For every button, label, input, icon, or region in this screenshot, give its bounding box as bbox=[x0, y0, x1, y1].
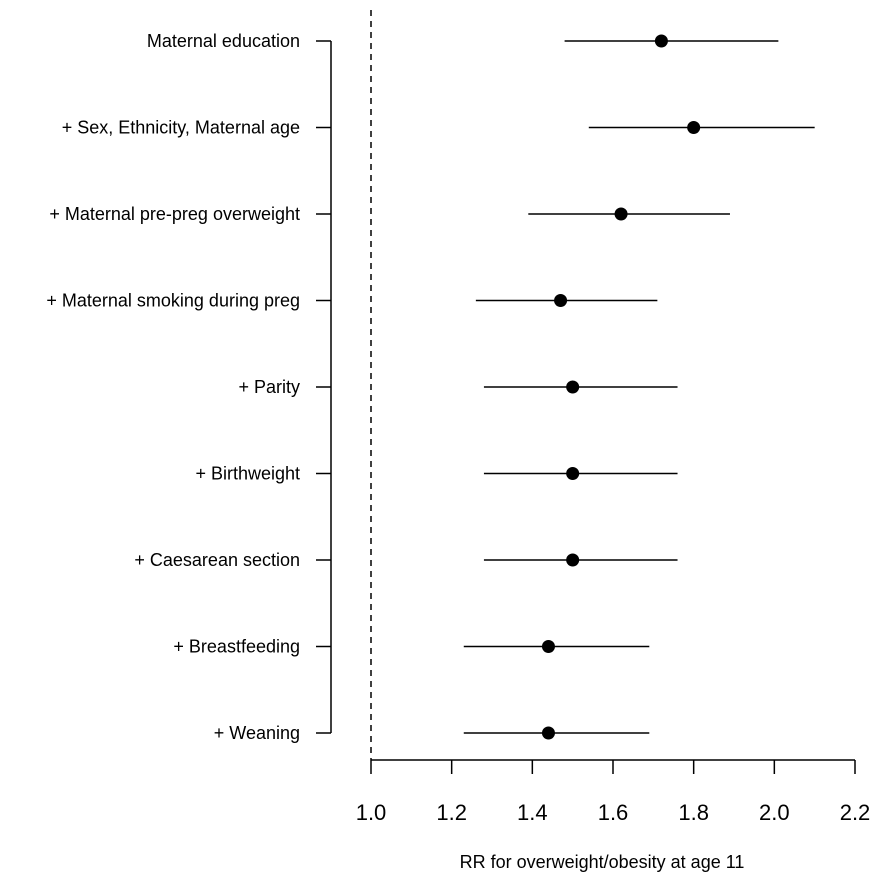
point-estimate bbox=[541, 640, 555, 653]
x-tick-label: 1.4 bbox=[517, 800, 548, 825]
row-label: + Caesarean section bbox=[134, 550, 300, 570]
x-tick-label: 2.0 bbox=[759, 800, 790, 825]
x-tick-label: 1.8 bbox=[678, 800, 709, 825]
point-estimate bbox=[554, 294, 568, 307]
x-tick-label: 2.2 bbox=[840, 800, 871, 825]
estimates-group bbox=[463, 34, 815, 740]
row-label: + Weaning bbox=[214, 723, 300, 743]
point-estimate bbox=[654, 34, 668, 48]
row-label: Maternal education bbox=[147, 31, 300, 51]
row-label: + Maternal smoking during preg bbox=[46, 291, 300, 311]
x-tick-label: 1.6 bbox=[598, 800, 629, 825]
point-estimate bbox=[566, 380, 580, 394]
row-label: + Maternal pre-preg overweight bbox=[49, 204, 300, 224]
point-estimate bbox=[566, 553, 580, 567]
y-axis: Maternal education + Sex, Ethnicity, Mate… bbox=[46, 31, 332, 743]
row-label: + Parity bbox=[238, 377, 300, 397]
point-estimate bbox=[687, 121, 701, 134]
x-tick-label: 1.0 bbox=[356, 800, 387, 825]
x-tick-label: 1.2 bbox=[436, 800, 467, 825]
row-label: + Sex, Ethnicity, Maternal age bbox=[62, 118, 300, 138]
point-estimate bbox=[541, 726, 555, 740]
x-axis: 1.0 1.2 1.4 1.6 1.8 2.0 2.2 bbox=[356, 759, 871, 825]
row-label: + Breastfeeding bbox=[173, 637, 300, 657]
point-estimate bbox=[614, 207, 628, 221]
point-estimate bbox=[566, 467, 580, 480]
row-label: + Birthweight bbox=[195, 464, 300, 484]
x-axis-title: RR for overweight/obesity at age 11 bbox=[460, 852, 745, 872]
